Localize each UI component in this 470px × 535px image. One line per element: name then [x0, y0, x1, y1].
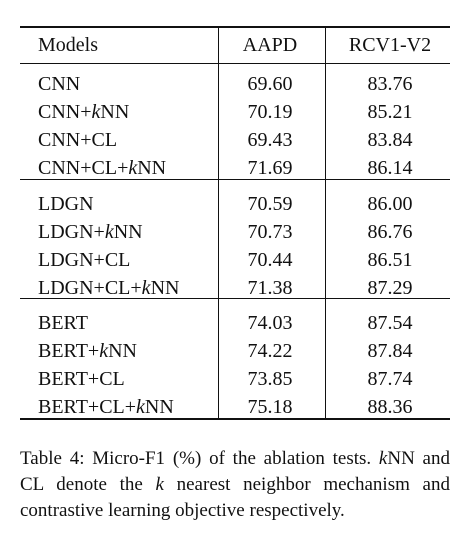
aapd-cell: 70.19 — [247, 101, 293, 123]
group-rule-2 — [20, 298, 450, 299]
model-cell: LDGN+kNN — [38, 221, 143, 243]
bottom-rule — [20, 418, 450, 420]
rcv1-v2-cell: 87.29 — [367, 277, 413, 299]
top-rule — [20, 26, 450, 28]
model-cell: CNN+CL+kNN — [38, 157, 167, 179]
model-cell: CNN — [38, 73, 81, 95]
caption-text: Micro-F1 (%) of the ablation tests. kNN … — [20, 448, 450, 521]
aapd-cell: 75.18 — [247, 396, 293, 418]
aapd-cell: 71.38 — [247, 277, 293, 299]
rcv1-v2-cell: 86.76 — [367, 221, 413, 243]
aapd-cell: 70.59 — [247, 193, 293, 215]
aapd-cell: 70.44 — [247, 249, 293, 271]
rcv1-v2-cell: 86.14 — [367, 157, 413, 179]
aapd-cell: 74.03 — [247, 312, 293, 334]
column-divider-2 — [325, 26, 326, 419]
model-cell: BERT+CL+kNN — [38, 396, 174, 418]
header-aapd: AAPD — [242, 34, 298, 56]
model-cell: LDGN+CL — [38, 249, 131, 271]
rcv1-v2-cell: 85.21 — [367, 101, 413, 123]
model-cell: LDGN+CL+kNN — [38, 277, 180, 299]
table-caption: Table 4: Micro-F1 (%) of the ablation te… — [20, 446, 450, 524]
rcv1-v2-cell: 87.84 — [367, 340, 413, 362]
rcv1-v2-cell: 88.36 — [367, 396, 413, 418]
aapd-cell: 74.22 — [247, 340, 293, 362]
header-models: Models — [38, 34, 98, 56]
model-cell: BERT — [38, 312, 88, 334]
rcv1-v2-cell: 87.54 — [367, 312, 413, 334]
header-rcv1-v2: RCV1-V2 — [348, 34, 432, 56]
rcv1-v2-cell: 83.76 — [367, 73, 413, 95]
rcv1-v2-cell: 83.84 — [367, 129, 413, 151]
header-rule — [20, 63, 450, 64]
column-divider-1 — [218, 26, 219, 419]
aapd-cell: 69.43 — [247, 129, 293, 151]
model-cell: CNN+kNN — [38, 101, 130, 123]
caption-label: Table 4: — [20, 448, 85, 469]
model-cell: BERT+CL — [38, 368, 125, 390]
group-rule-1 — [20, 179, 450, 180]
rcv1-v2-cell: 86.00 — [367, 193, 413, 215]
aapd-cell: 69.60 — [247, 73, 293, 95]
aapd-cell: 73.85 — [247, 368, 293, 390]
model-cell: BERT+kNN — [38, 340, 137, 362]
rcv1-v2-cell: 87.74 — [367, 368, 413, 390]
model-cell: LDGN — [38, 193, 94, 215]
aapd-cell: 70.73 — [247, 221, 293, 243]
model-cell: CNN+CL — [38, 129, 118, 151]
aapd-cell: 71.69 — [247, 157, 293, 179]
rcv1-v2-cell: 86.51 — [367, 249, 413, 271]
